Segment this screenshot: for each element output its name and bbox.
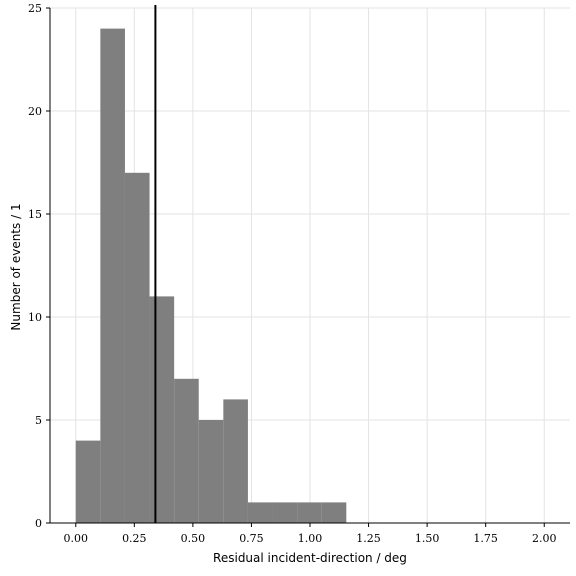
histogram-bar-6 [223, 399, 248, 523]
bars-layer [75, 28, 347, 524]
histogram-bar-9 [297, 502, 322, 523]
x-tick-label-8: 2.00 [532, 532, 557, 545]
x-tick-label-5: 1.25 [356, 532, 381, 545]
x-tick-label-7: 1.75 [473, 532, 498, 545]
histogram-bar-4 [174, 378, 199, 523]
ticks-layer: 0.00 0.25 0.50 0.75 1.00 1.25 1.50 1.75 2.00 0 5 10… [28, 2, 556, 545]
x-tick-label-4: 1.00 [298, 532, 323, 545]
y-axis-label: Number of events / 1 [9, 203, 23, 330]
histogram-bar-0 [75, 440, 101, 523]
x-axis-label: Residual incident-direction / deg [213, 551, 407, 565]
x-tick-label-1: 0.25 [122, 532, 147, 545]
histogram-bar-3 [149, 296, 175, 523]
histogram-bar-8 [272, 502, 298, 523]
histogram-bar-1 [100, 28, 125, 523]
y-tick-label-4: 20 [28, 105, 42, 118]
histogram-bar-10 [321, 502, 347, 523]
x-tick-label-6: 1.50 [415, 532, 440, 545]
y-tick-label-1: 5 [35, 414, 42, 427]
histogram-bar-5 [198, 420, 224, 523]
histogram-bar-7 [247, 502, 273, 523]
x-tick-label-0: 0.00 [64, 532, 89, 545]
y-tick-label-5: 25 [28, 2, 42, 15]
x-tick-label-2: 0.50 [181, 532, 206, 545]
x-tick-label-3: 0.75 [239, 532, 264, 545]
y-tick-label-0: 0 [35, 517, 42, 530]
histogram-bar-2 [124, 172, 150, 524]
y-tick-label-3: 15 [28, 208, 42, 221]
y-tick-label-2: 10 [28, 311, 42, 324]
